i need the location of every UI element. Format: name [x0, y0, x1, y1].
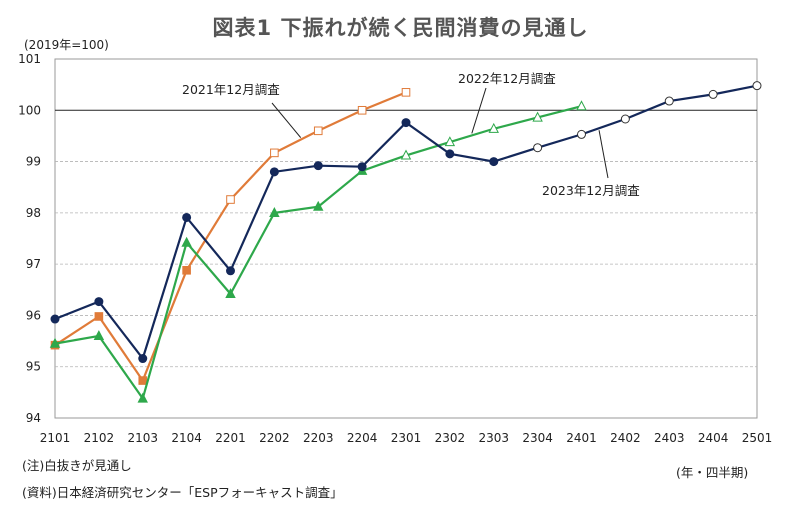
x-tick-label: 2103 — [127, 431, 158, 445]
data-point — [664, 96, 674, 106]
data-point — [444, 136, 456, 147]
x-tick-label: 2202 — [259, 431, 290, 445]
x-tick-label: 2501 — [742, 431, 773, 445]
data-point — [400, 149, 412, 160]
data-point — [50, 314, 60, 324]
series-line-2 — [54, 105, 582, 402]
data-point — [357, 162, 367, 172]
x-tick-label: 2301 — [391, 431, 422, 445]
data-point — [226, 195, 235, 204]
chart-title: 図表1 下振れが続く民間消費の見通し — [212, 16, 589, 40]
y-tick-label: 96 — [26, 308, 41, 322]
data-point — [94, 297, 104, 307]
data-point — [708, 89, 718, 99]
data-point — [532, 111, 543, 122]
series-line-1 — [54, 91, 407, 383]
data-point — [182, 265, 191, 275]
data-point — [313, 200, 324, 211]
data-point — [488, 122, 499, 133]
y-tick-label: 101 — [18, 52, 41, 66]
data-point — [269, 206, 280, 217]
data-point — [577, 129, 586, 139]
note-forecast: (注)白抜きが見通し — [22, 458, 132, 473]
series-label-1: 2021年12月調査 — [182, 82, 280, 97]
data-point — [270, 148, 279, 158]
x-tick-label: 2302 — [435, 431, 466, 445]
data-point — [181, 236, 192, 247]
y-tick-label: 95 — [26, 360, 41, 374]
data-point — [225, 288, 236, 298]
annotation-leader — [598, 130, 609, 179]
y-tick-label: 98 — [26, 206, 41, 220]
y-tick-label: 97 — [26, 257, 41, 271]
plot-area — [54, 58, 758, 419]
data-point — [49, 337, 61, 348]
x-tick-label: 2102 — [84, 431, 115, 445]
data-point — [94, 312, 104, 321]
y-unit-label: (2019年=100) — [24, 38, 109, 52]
x-tick-label: 2201 — [215, 431, 246, 445]
data-point — [489, 157, 499, 167]
data-point — [445, 149, 455, 159]
data-point — [313, 161, 323, 171]
series-label-3: 2023年12月調査 — [542, 183, 640, 198]
data-point — [93, 330, 105, 341]
x-tick-label: 2203 — [303, 431, 334, 445]
data-point — [182, 212, 192, 222]
data-point — [226, 266, 235, 276]
x-tick-label: 2204 — [347, 431, 378, 445]
data-point — [138, 354, 148, 364]
x-unit-label: (年・四半期) — [676, 465, 749, 480]
data-point — [620, 114, 630, 124]
x-tick-label: 2403 — [654, 431, 685, 445]
data-point — [576, 100, 587, 111]
y-tick-label: 99 — [26, 155, 41, 169]
x-tick-label: 2303 — [478, 431, 509, 445]
y-tick-label: 94 — [26, 411, 41, 425]
series-label-2: 2022年12月調査 — [458, 71, 556, 86]
data-point — [401, 118, 411, 128]
y-tick-label: 100 — [18, 103, 41, 117]
data-point — [533, 143, 543, 153]
data-point — [752, 81, 762, 91]
data-point — [137, 392, 148, 403]
data-point — [401, 88, 411, 97]
data-point — [357, 105, 367, 115]
annotation-leader — [471, 87, 487, 134]
x-tick-label: 2304 — [522, 431, 553, 445]
x-tick-label: 2101 — [40, 431, 71, 445]
x-tick-label: 2104 — [171, 431, 202, 445]
x-tick-label: 2401 — [566, 431, 597, 445]
annotation-leader — [271, 102, 302, 138]
x-tick-label: 2404 — [698, 431, 729, 445]
data-point — [269, 167, 279, 177]
data-point — [313, 126, 323, 136]
note-source: (資料)日本経済研究センター「ESPフォーキャスト調査」 — [22, 485, 343, 500]
data-point — [138, 376, 148, 385]
x-tick-label: 2402 — [610, 431, 641, 445]
